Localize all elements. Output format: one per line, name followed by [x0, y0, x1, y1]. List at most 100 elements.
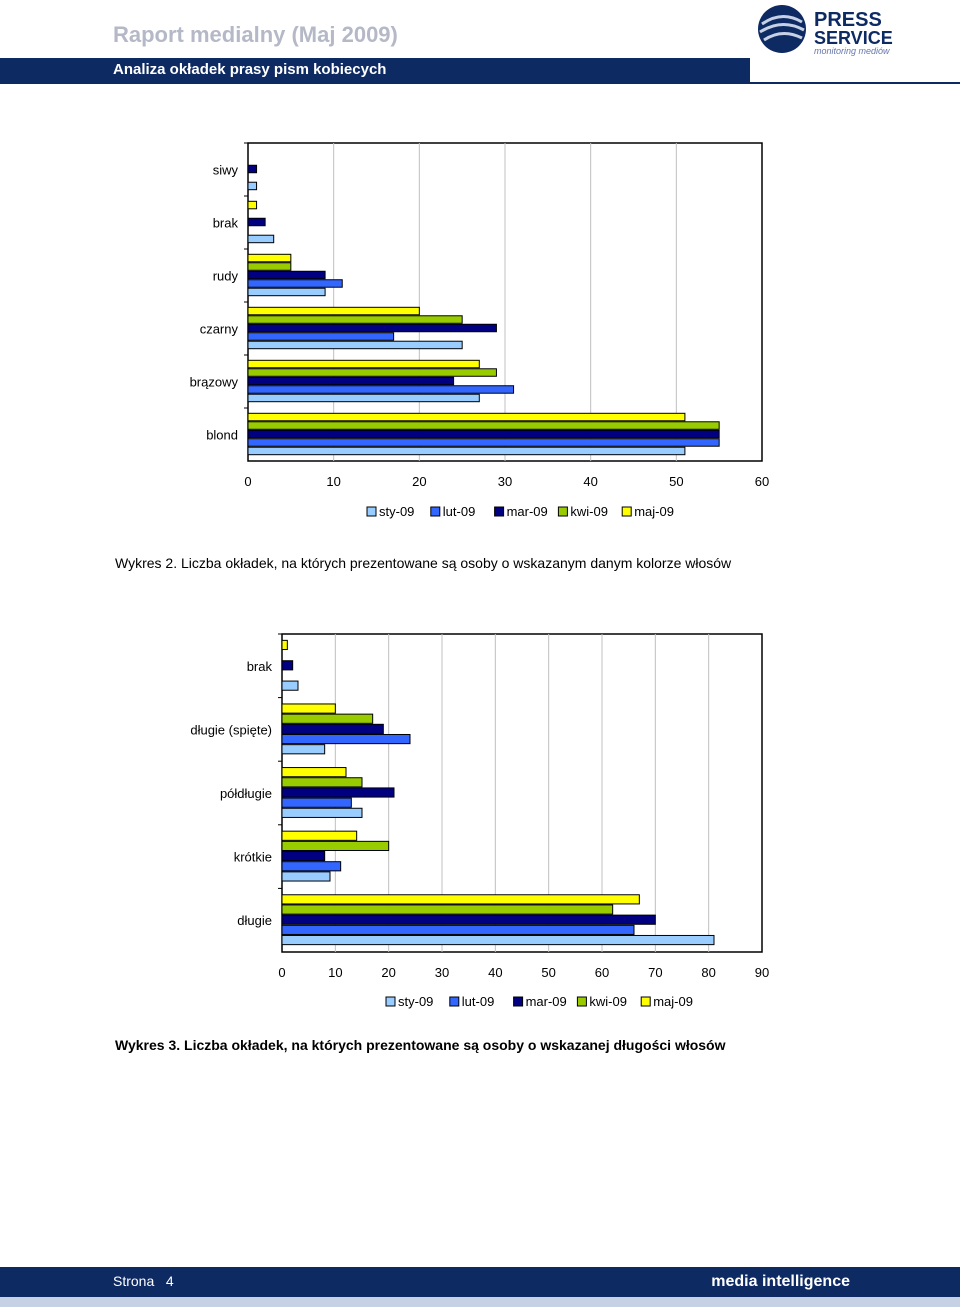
chart2-bar: [281, 840, 390, 852]
chart2-x-tick-label: 70: [648, 965, 662, 980]
chart1-legend-label: maj-09: [634, 504, 674, 519]
chart1-x-tick-label: 0: [244, 474, 251, 489]
chart2-bar: [281, 807, 363, 818]
logo-text-press: PRESS: [814, 9, 882, 31]
chart2-bar: [281, 871, 331, 882]
chart2-bar: [281, 830, 358, 841]
chart1-bar: [247, 429, 720, 439]
chart2-bar: [281, 914, 656, 925]
chart2-bar: [281, 733, 411, 745]
header-bar: [0, 58, 750, 84]
chart2-x-tick-label: 80: [701, 965, 715, 980]
chart1-category-label: blond: [206, 428, 238, 443]
chart2-bar: [281, 680, 299, 691]
footer-brand: media intelligence: [711, 1273, 850, 1290]
chart1-bar: [247, 412, 686, 422]
footer-bar: [0, 1267, 960, 1297]
chart1-bar: [247, 306, 420, 316]
chart2-bar: [281, 934, 715, 946]
chart1-category-label: rudy: [213, 269, 239, 284]
chart2-bar: [281, 713, 374, 724]
chart2-legend-label: mar-09: [526, 994, 567, 1009]
chart2-legend-label: kwi-09: [589, 994, 627, 1009]
chart1-bar: [247, 340, 463, 350]
chart1-legend-swatch: [494, 506, 505, 517]
chart1-bar: [247, 217, 266, 227]
footer-strip: [0, 1297, 960, 1307]
chart2-legend-swatch: [449, 996, 460, 1007]
chart1-bar: [247, 253, 292, 263]
chart1-bar: [247, 234, 275, 244]
chart1-bar: [247, 359, 480, 369]
chart2-bar: [281, 767, 347, 778]
chart1-legend-label: lut-09: [443, 504, 476, 519]
chart2-bar: [281, 660, 294, 671]
chart1-bar: [247, 421, 720, 430]
chart1-x-tick-label: 40: [583, 474, 597, 489]
chart1-category-label: brązowy: [190, 375, 239, 390]
chart1-caption-label: Wykres 2.: [115, 555, 178, 571]
logo-tagline: monitoring mediów: [814, 46, 890, 56]
chart2-x-tick-label: 50: [541, 965, 555, 980]
chart1-legend-swatch: [557, 506, 568, 517]
chart2-legend-label: sty-09: [398, 994, 433, 1009]
chart2-x-tick-label: 10: [328, 965, 342, 980]
chart1-bar: [247, 446, 686, 456]
chart2-category-label: długie (spięte): [190, 722, 272, 737]
footer-page-label: Strona: [113, 1273, 155, 1289]
chart2-bar: [281, 787, 395, 798]
chart2-legend-label: lut-09: [462, 994, 495, 1009]
chart1-bar: [247, 438, 720, 447]
page-subtitle: Analiza okładek prasy pism kobiecych: [113, 61, 387, 78]
header-divider: [750, 82, 960, 84]
chart1-bar: [247, 270, 326, 280]
chart2-bar: [281, 723, 384, 734]
chart2-category-label: krótkie: [234, 850, 272, 865]
chart2-legend-swatch: [513, 996, 524, 1007]
chart1-caption-text: Liczba okładek, na których prezentowane …: [181, 555, 732, 571]
chart1-bar: [247, 164, 258, 174]
chart2-caption-label: Wykres 3.: [115, 1037, 181, 1053]
chart1-legend-label: mar-09: [507, 504, 548, 519]
chart2-x-tick-label: 90: [755, 965, 769, 980]
chart1-bar: [247, 368, 497, 377]
chart1-legend-swatch: [430, 506, 441, 517]
chart2-category-label: półdługie: [220, 786, 272, 801]
chart1-bar: [247, 279, 343, 288]
chart2-legend-swatch: [385, 996, 396, 1007]
chart1-bar: [247, 181, 258, 191]
press-service-logo: PRESS SERVICE monitoring mediów: [758, 5, 893, 56]
chart1-bar: [247, 332, 395, 341]
chart1-caption: Wykres 2. Liczba okładek, na których pre…: [115, 555, 731, 571]
chart2-category-label: brak: [247, 659, 273, 674]
chart1-bar: [247, 376, 455, 386]
chart1-x-tick-label: 50: [669, 474, 683, 489]
chart2-caption-text: Liczba okładek, na których prezentowane …: [184, 1037, 726, 1053]
chart1-legend-swatch: [621, 506, 632, 517]
chart2-legend-label: maj-09: [653, 994, 693, 1009]
footer-page-number: 4: [165, 1273, 174, 1289]
chart2-x-tick-label: 40: [488, 965, 502, 980]
chart1-category-label: czarny: [200, 322, 239, 337]
chart1-legend-label: kwi-09: [570, 504, 608, 519]
chart1-x-tick-label: 60: [755, 474, 769, 489]
chart2-bar: [281, 744, 326, 755]
charts-canvas: 0 10 20 30 40 50 60 siwy brak rudy czarny brązowy bl…: [190, 142, 769, 1009]
chart2-caption: Wykres 3. Liczba okładek, na których pre…: [115, 1037, 726, 1053]
chart1-bar: [247, 287, 326, 297]
chart1-category-label: brak: [213, 216, 239, 231]
chart2-bar: [281, 861, 342, 872]
chart1-x-tick-label: 30: [498, 474, 512, 489]
chart2-legend-swatch: [576, 996, 587, 1007]
chart1-bar: [247, 385, 515, 394]
chart2-x-tick-label: 0: [278, 965, 285, 980]
chart2-bar: [281, 904, 614, 915]
chart2-bar: [281, 777, 363, 788]
chart2-x-tick-label: 60: [595, 965, 609, 980]
logo-text-service: SERVICE: [814, 28, 893, 48]
chart2-bar: [281, 894, 640, 905]
chart2-x-tick-label: 20: [381, 965, 395, 980]
chart2-bar: [281, 797, 352, 808]
chart1-bar: [247, 200, 258, 210]
footer-page: Strona 4: [113, 1273, 174, 1289]
